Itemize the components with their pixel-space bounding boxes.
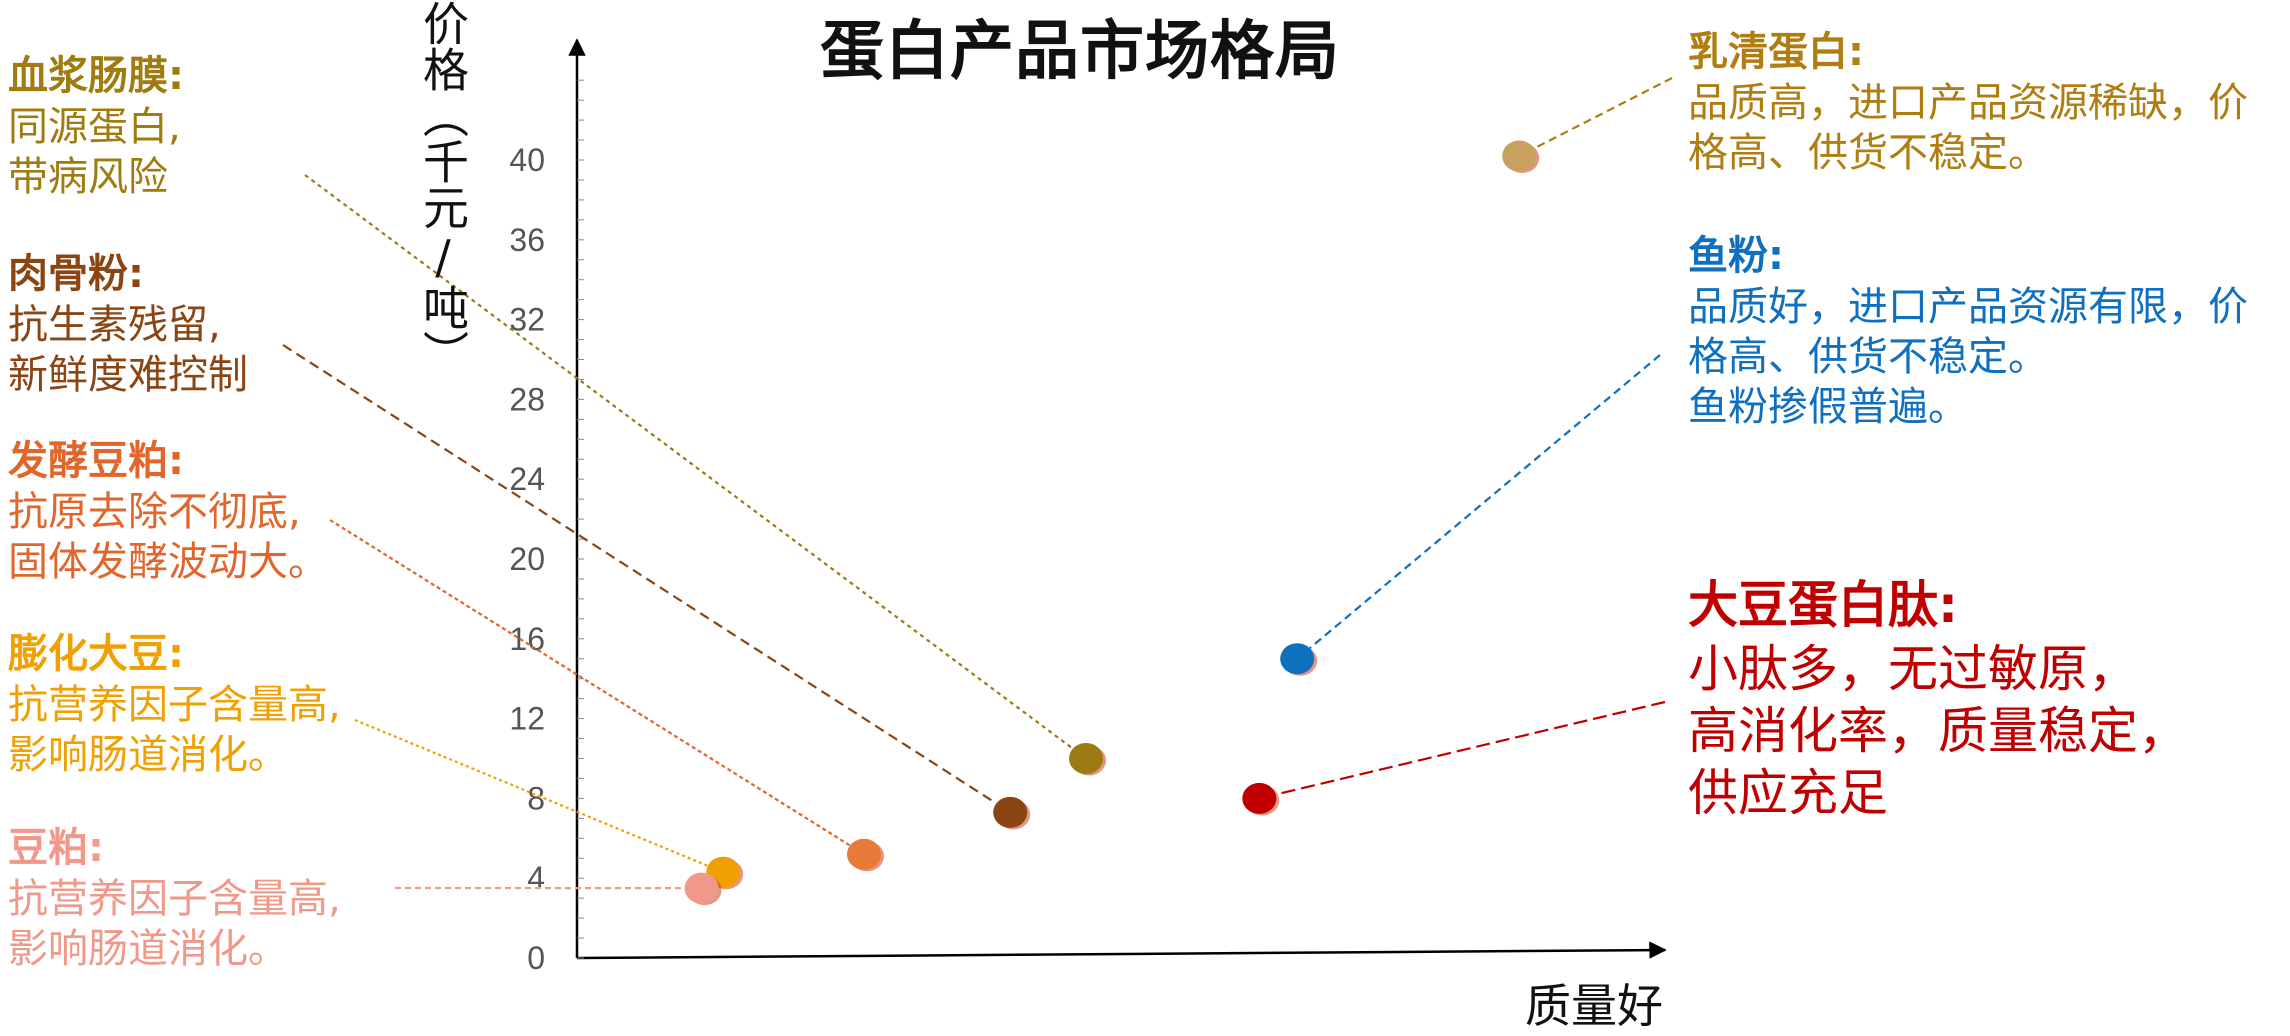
leader-line [330, 520, 864, 854]
annotation-soymeal: 豆粕: 抗营养因子含量高, 影响肠道消化。 [8, 822, 341, 974]
annotation-fishmeal-line: 格高、供货不稳定。 [1688, 332, 2248, 382]
data-point [1280, 643, 1317, 676]
annotation-fishmeal-head: 鱼粉: [1688, 230, 2248, 282]
annotation-soymeal-line: 影响肠道消化。 [8, 924, 341, 974]
annotation-plasma-line: 同源蛋白, [8, 102, 184, 152]
annotation-puffed: 膨化大豆: 抗营养因子含量高, 影响肠道消化。 [8, 628, 341, 780]
annotation-soymeal-line: 抗营养因子含量高, [8, 874, 341, 924]
annotation-plasma-line: 带病风险 [8, 152, 184, 202]
y-tick-label: 32 [509, 302, 545, 338]
data-point [847, 839, 884, 872]
annotation-soypeptide-line: 供应充足 [1688, 762, 2188, 824]
annotation-meatbone: 肉骨粉: 抗生素残留, 新鲜度难控制 [8, 248, 248, 400]
x-axis [577, 950, 1665, 958]
annotation-meatbone-line: 抗生素残留, [8, 300, 248, 350]
data-point [993, 797, 1030, 830]
annotation-soymeal-head: 豆粕: [8, 822, 341, 874]
data-point [1069, 743, 1106, 776]
y-tick-label: 36 [509, 222, 545, 258]
annotation-plasma-head: 血浆肠膜: [8, 50, 184, 102]
annotation-whey-line: 格高、供货不稳定。 [1688, 128, 2248, 178]
chart-title: 蛋白产品市场格局 [820, 0, 1340, 92]
data-point-marker [685, 873, 719, 904]
x-axis-label: 质量好 [1525, 970, 1663, 1036]
annotation-fishmeal-line: 鱼粉掺假普遍。 [1688, 382, 2248, 432]
annotation-puffed-head: 膨化大豆: [8, 628, 341, 680]
data-point [1242, 783, 1279, 816]
data-point-marker [1242, 783, 1276, 814]
annotation-fishmeal: 鱼粉: 品质好，进口产品资源有限，价 格高、供货不稳定。 鱼粉掺假普遍。 [1688, 230, 2248, 432]
y-tick-label: 40 [509, 142, 545, 178]
leader-lines [283, 78, 1672, 888]
annotation-soypeptide: 大豆蛋白肽: 小肽多，无过敏原， 高消化率，质量稳定， 供应充足 [1688, 572, 2188, 824]
y-axis-label: 价格（千元/吨） [418, 0, 468, 376]
leader-line [1519, 78, 1672, 156]
leader-line [355, 720, 723, 872]
leader-line [1297, 355, 1660, 659]
y-tick-label: 28 [509, 381, 545, 417]
leader-line [283, 345, 1010, 812]
annotation-meatbone-line: 新鲜度难控制 [8, 350, 248, 400]
annotation-fermented-line: 抗原去除不彻底, [8, 487, 328, 537]
data-point-marker [1280, 643, 1314, 674]
data-point [1502, 141, 1539, 174]
data-point-marker [1069, 743, 1103, 774]
y-tick-label: 20 [509, 541, 545, 577]
annotation-whey: 乳清蛋白: 品质高，进口产品资源稀缺，价 格高、供货不稳定。 [1688, 26, 2248, 178]
data-points [685, 141, 1540, 906]
data-point-marker [1502, 141, 1536, 172]
annotation-plasma: 血浆肠膜: 同源蛋白, 带病风险 [8, 50, 184, 202]
y-tick-label: 24 [509, 461, 545, 497]
data-point-marker [993, 797, 1027, 828]
annotation-puffed-line: 抗营养因子含量高, [8, 680, 341, 730]
data-point-marker [847, 839, 881, 870]
y-tick-label: 8 [527, 780, 545, 816]
annotation-whey-head: 乳清蛋白: [1688, 26, 2248, 78]
y-tick-label: 12 [509, 701, 545, 737]
annotation-puffed-line: 影响肠道消化。 [8, 730, 341, 780]
y-tick-label: 4 [527, 860, 545, 896]
y-tick-label: 0 [527, 940, 545, 976]
annotation-meatbone-head: 肉骨粉: [8, 248, 248, 300]
annotation-fermented-line: 固体发酵波动大。 [8, 537, 328, 587]
annotation-fermented-head: 发酵豆粕: [8, 435, 328, 487]
annotation-whey-line: 品质高，进口产品资源稀缺，价 [1688, 78, 2248, 128]
annotation-soypeptide-line: 高消化率，质量稳定， [1688, 700, 2188, 762]
annotation-fishmeal-line: 品质好，进口产品资源有限，价 [1688, 282, 2248, 332]
annotation-soypeptide-line: 小肽多，无过敏原， [1688, 638, 2188, 700]
annotation-fermented: 发酵豆粕: 抗原去除不彻底, 固体发酵波动大。 [8, 435, 328, 587]
leader-line [1259, 702, 1665, 798]
annotation-soypeptide-head: 大豆蛋白肽: [1688, 572, 2188, 638]
